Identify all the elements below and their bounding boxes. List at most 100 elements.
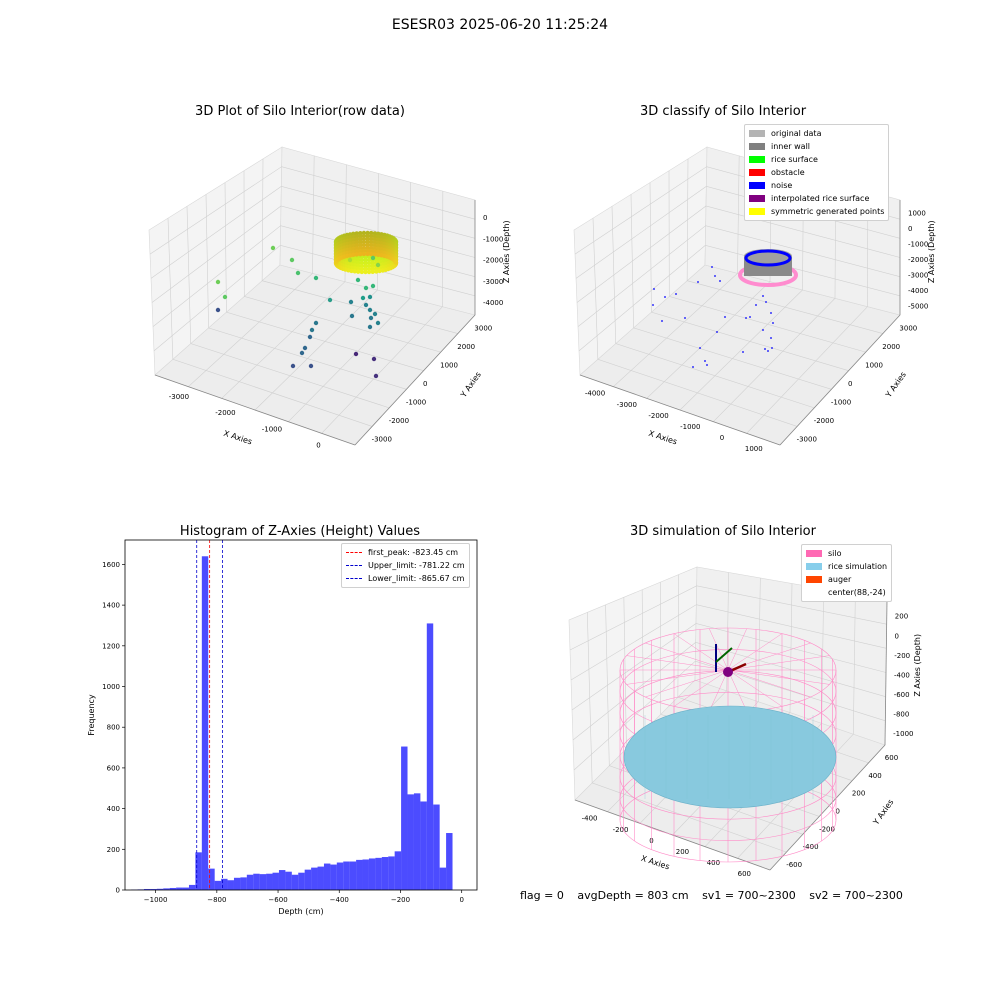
x-axis-label: X Axies [222, 429, 253, 447]
y-axis-line [779, 314, 901, 446]
z-tick-label: -200 [894, 652, 910, 660]
x-tick-label: -400 [582, 815, 598, 823]
y-axis-line [354, 314, 476, 446]
histogram-bar [311, 867, 318, 890]
z-tick-label: -3000 [908, 272, 928, 280]
legend-entry: inner wall [749, 140, 884, 153]
silo-top-wire [626, 655, 729, 671]
noise-point [742, 351, 744, 353]
x-tick-label: -3000 [169, 393, 189, 401]
z-tick-label: -600 [894, 691, 910, 699]
x-tick-label: -1000 [262, 425, 282, 433]
y-tick-label: -1000 [831, 399, 851, 407]
grid-line [150, 186, 476, 279]
histogram-bar [298, 872, 305, 890]
histogram-bar [407, 794, 414, 890]
noise-point [652, 304, 654, 306]
legend-label: center(88,-24) [828, 588, 886, 597]
legend-entry: center(88,-24) [806, 586, 887, 599]
noise-point [704, 360, 706, 362]
histogram-bar [272, 872, 279, 890]
legend-label: inner wall [771, 142, 811, 151]
y-tick-label: 2000 [457, 343, 475, 351]
histogram-bar [156, 888, 164, 890]
histogram-bar [221, 878, 228, 890]
histogram-bar [446, 833, 453, 890]
data-point [375, 320, 381, 326]
flag-text: flag = 0 [520, 889, 564, 902]
x-tick-label: 600 [738, 870, 751, 878]
histogram-bar [413, 793, 421, 890]
y-tick-label: -2000 [389, 417, 409, 425]
grid-line [578, 245, 901, 352]
panel3-histogram: −1000 −800 −600 −400 −200 0 0 200 400 600 800 1000 1… [87, 539, 478, 916]
noise-point [724, 316, 726, 318]
legend-label: Lower_limit: -865.67 cm [368, 574, 465, 583]
silo-top-wire [673, 633, 729, 671]
histogram-bar [381, 857, 389, 890]
legend-line [346, 552, 362, 553]
silo-top-wire [727, 633, 783, 671]
x-tick-label: 400 [707, 859, 720, 867]
legend-swatch [749, 156, 765, 163]
y-tick-label: 400 [107, 805, 120, 813]
silo-top-wire [708, 628, 729, 671]
histogram-bar [401, 746, 408, 890]
histogram-bar [214, 880, 222, 890]
z-tick-label: -400 [894, 671, 910, 679]
panel2-title: 3D classify of Silo Interior [639, 104, 807, 119]
noise-point [719, 280, 721, 282]
x-tick-label: -1000 [680, 423, 700, 431]
data-point [374, 269, 379, 274]
histogram-bar [227, 880, 234, 890]
histogram-bar [426, 623, 434, 890]
z-tick-label: 0 [483, 214, 487, 222]
x-tick-label: 0 [316, 442, 320, 450]
data-point [353, 351, 359, 357]
legend-label: auger [828, 575, 852, 584]
data-point [372, 252, 377, 257]
data-point [313, 275, 319, 281]
legend-entry: interpolated rice surface [749, 192, 884, 205]
panel2-3d-classify: -4000 -3000 -2000 -1000 0 1000 X Axies -3000 -20… [573, 146, 936, 453]
histogram-bar [169, 887, 177, 890]
legend-label: rice surface [771, 155, 818, 164]
y-axis-label: Frequency [87, 694, 96, 736]
legend-entry: rice surface [749, 153, 884, 166]
data-point [349, 313, 355, 319]
data-point [299, 350, 305, 356]
noise-point [771, 347, 773, 349]
noise-point [706, 364, 708, 366]
noise-point [755, 304, 757, 306]
data-point [367, 307, 373, 313]
histogram-bar [259, 874, 267, 890]
noise-point [692, 366, 694, 368]
z-tick-label: 0 [908, 225, 912, 233]
histogram-bar [343, 861, 350, 890]
noise-point [764, 348, 766, 350]
x-tick-label: −1000 [144, 896, 168, 904]
legend-label: obstacle [771, 168, 805, 177]
noise-point [714, 275, 716, 277]
z-axis-label: Z Axies (Depth) [927, 220, 936, 283]
silo-top-wire [626, 669, 729, 685]
legend-swatch [749, 195, 765, 202]
histogram-bar [356, 859, 363, 890]
histogram-bar [266, 873, 273, 890]
noise-point [765, 301, 767, 303]
z-axis-label: Z Axies (Depth) [502, 220, 511, 283]
histogram-bar [420, 801, 427, 890]
data-point [355, 277, 361, 283]
y-axis-label: Y Axies [883, 370, 908, 400]
silo-top-wire [727, 669, 811, 698]
page-title: ESESR03 2025-06-20 11:25:24 [391, 17, 609, 33]
z-tick-label: 1000 [908, 209, 926, 217]
histogram-bar [195, 852, 202, 890]
noise-point [762, 329, 764, 331]
histogram-bar [304, 869, 312, 890]
z-tick-label: -5000 [908, 303, 928, 311]
histogram-bar [439, 867, 447, 890]
y-tick-label: 1000 [865, 361, 883, 369]
x-tick-label: −400 [330, 896, 349, 904]
histogram-bar [233, 877, 241, 890]
